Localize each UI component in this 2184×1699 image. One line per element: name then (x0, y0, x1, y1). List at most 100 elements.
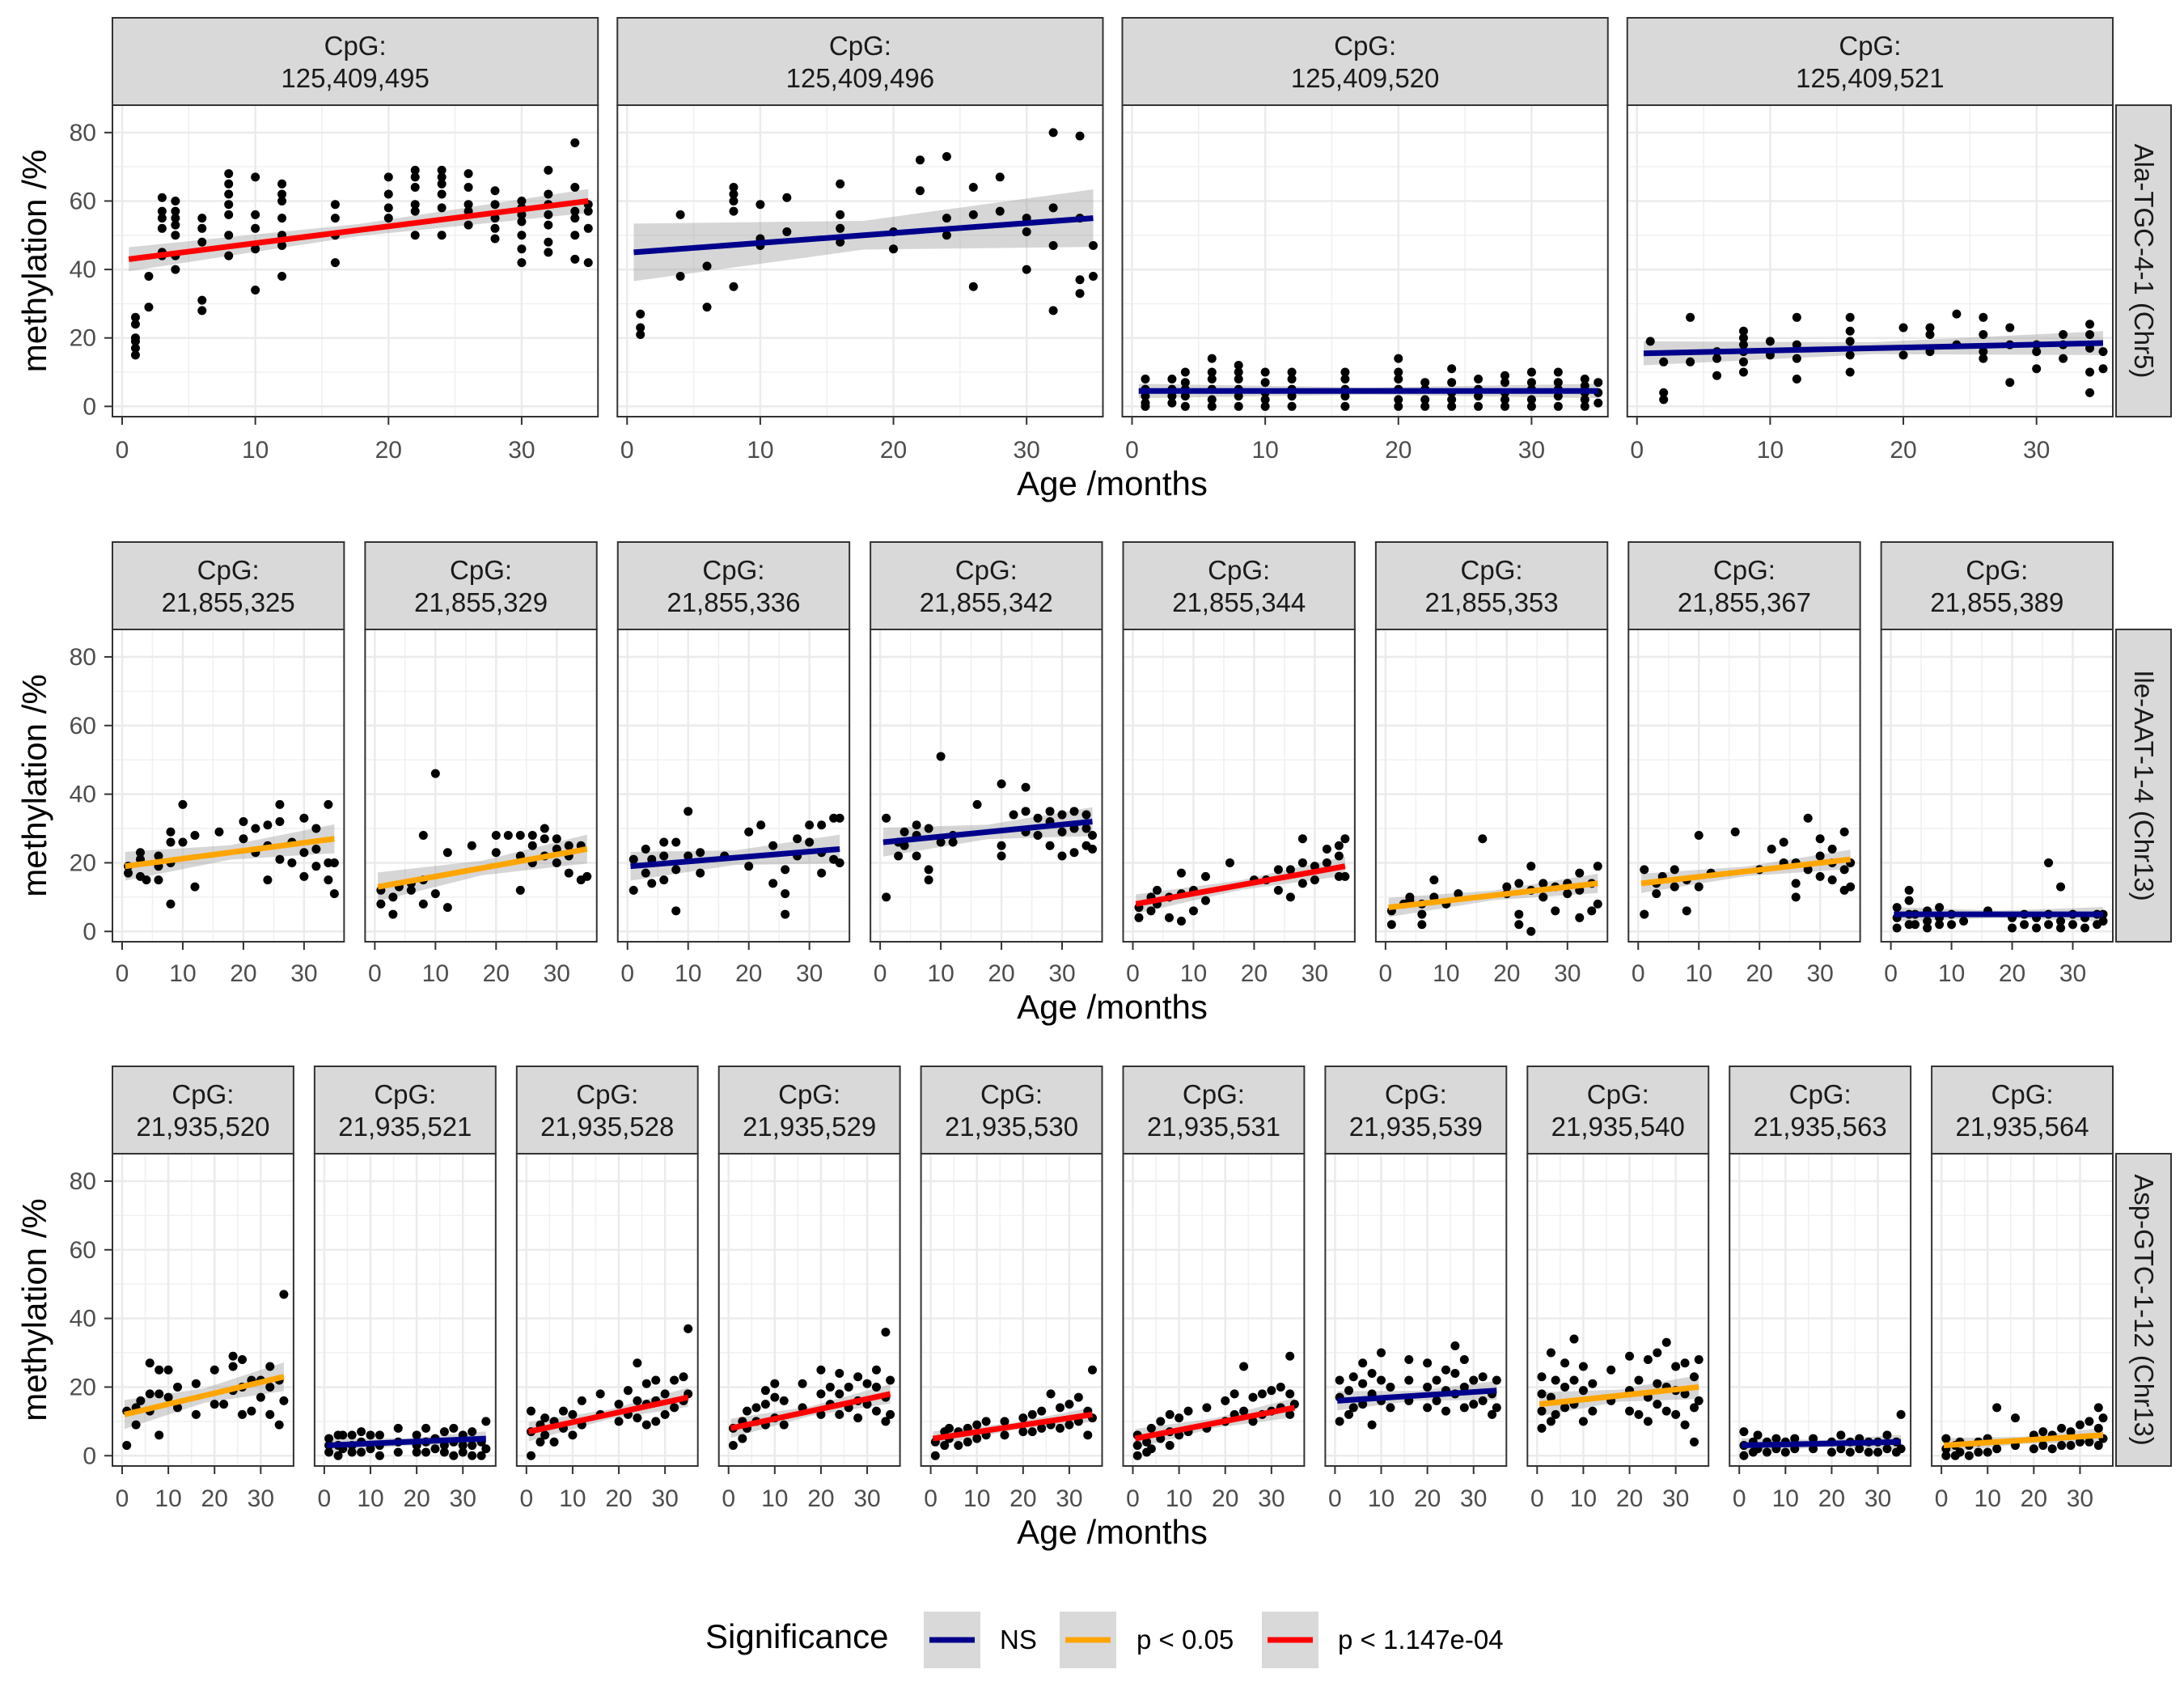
data-point (995, 206, 1005, 216)
data-point (197, 223, 207, 233)
data-point (1027, 1409, 1037, 1419)
x-tick-label: 10 (675, 960, 701, 987)
data-point (1815, 871, 1825, 881)
y-tick-label: 20 (70, 325, 96, 352)
data-point (1432, 1375, 1441, 1385)
data-point (760, 1400, 770, 1409)
data-point (1935, 903, 1945, 913)
data-point (924, 824, 933, 833)
data-point (135, 848, 145, 858)
panel-grid (1122, 105, 1608, 417)
data-point (1686, 357, 1695, 366)
data-point (1935, 920, 1945, 930)
data-point (940, 1441, 950, 1451)
data-point (1285, 1409, 1295, 1419)
data-point (1423, 1382, 1433, 1392)
data-point (544, 165, 553, 175)
data-point (1075, 275, 1085, 285)
data-point (383, 203, 393, 213)
facet-panel: CpG:21,935,530 0 10 20 30 (920, 1066, 1103, 1512)
facet-panel: CpG:125,409,495 0 10 20 30 (112, 17, 599, 464)
data-point (418, 899, 428, 909)
data-point (256, 1392, 265, 1402)
data-point (1358, 1379, 1368, 1388)
data-point (1671, 1362, 1681, 1371)
data-point (1593, 862, 1602, 871)
data-point (1417, 909, 1427, 919)
data-point (1892, 923, 1902, 933)
x-tick-label: 10 (1251, 437, 1278, 464)
data-point (641, 1379, 651, 1388)
data-point (552, 858, 561, 867)
fit-line (1135, 863, 1346, 907)
data-point (412, 1447, 421, 1457)
data-point (1394, 354, 1403, 363)
data-point (1526, 862, 1536, 871)
panel-background (1729, 1154, 1911, 1466)
x-tick-label: 10 (169, 960, 196, 987)
data-point (540, 834, 549, 844)
fit-line (124, 1374, 285, 1417)
x-tick-label: 0 (1125, 437, 1139, 464)
x-tick-label: 20 (1890, 437, 1916, 464)
data-point (1680, 1358, 1690, 1368)
data-point (437, 165, 447, 175)
x-tick-label: 0 (116, 437, 129, 464)
data-point (968, 282, 978, 291)
data-point (130, 320, 140, 329)
data-point (1297, 834, 1307, 844)
x-tick-label: 30 (248, 1485, 274, 1512)
y-tick-label: 40 (70, 256, 96, 283)
panel-border (1526, 1153, 1710, 1467)
y-tick-label: 80 (70, 644, 96, 671)
data-point (2085, 388, 2095, 397)
data-point (1792, 374, 1801, 383)
data-point (1358, 1358, 1368, 1368)
data-point (1514, 879, 1524, 888)
data-point (1340, 374, 1350, 383)
data-point (144, 303, 154, 312)
panel-border (1121, 104, 1609, 417)
data-point (251, 244, 260, 254)
data-point (1459, 1403, 1469, 1413)
data-point (816, 1365, 826, 1375)
fit-line (1643, 340, 2104, 357)
data-point (1694, 882, 1704, 892)
data-point (1588, 1406, 1598, 1416)
data-point (1500, 395, 1509, 405)
data-point (224, 210, 234, 219)
y-tick-label: 60 (70, 1237, 96, 1264)
data-point (816, 1389, 826, 1399)
data-point (410, 200, 420, 210)
data-point (1979, 312, 1988, 322)
panel-grid (1932, 1154, 2113, 1466)
data-point (2085, 320, 2095, 329)
panel-border (112, 1153, 294, 1467)
data-point (1180, 378, 1190, 388)
data-point (1037, 1406, 1047, 1416)
data-point (2075, 1437, 2085, 1447)
data-point (659, 851, 669, 861)
data-point (1420, 395, 1430, 405)
data-point (696, 868, 705, 878)
data-point (173, 1382, 183, 1392)
x-tick-label: 10 (1757, 437, 1784, 464)
data-point (442, 903, 452, 913)
x-axis-title: Age /months (1017, 988, 1208, 1026)
fit-line (527, 1394, 689, 1435)
data-point (1057, 810, 1067, 820)
data-point (190, 882, 200, 892)
data-point (490, 200, 500, 210)
data-point (825, 1382, 835, 1392)
facet-strip-position: 125,409,521 (1796, 63, 1945, 93)
data-point (311, 862, 321, 871)
data-point (329, 858, 339, 867)
data-point (1670, 882, 1679, 892)
legend-item: NS (924, 1612, 1037, 1668)
panel-grid (112, 1154, 294, 1466)
data-point (636, 309, 645, 319)
data-points (1134, 834, 1350, 926)
data-point (633, 1396, 642, 1405)
